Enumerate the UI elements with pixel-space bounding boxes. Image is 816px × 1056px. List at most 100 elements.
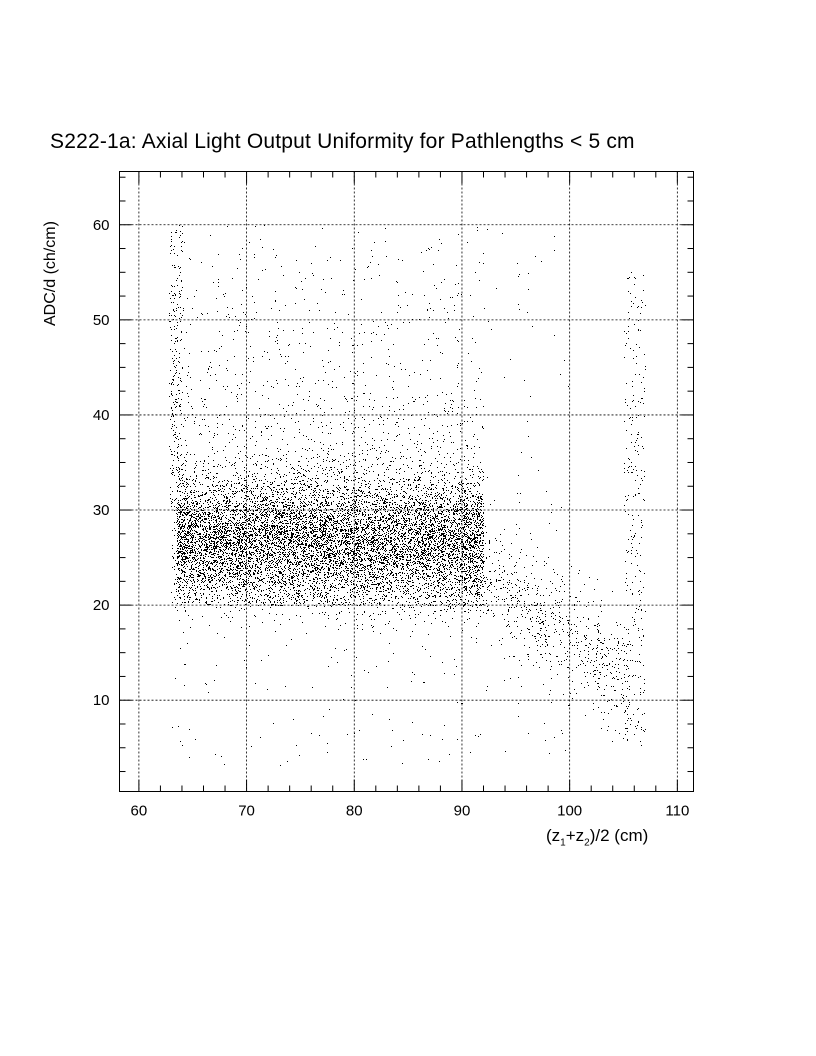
data-point <box>407 562 408 563</box>
data-point <box>265 518 266 519</box>
data-point <box>355 587 356 588</box>
data-point <box>330 533 331 534</box>
data-point <box>473 538 474 539</box>
data-point <box>483 523 484 524</box>
data-point <box>403 512 404 513</box>
data-point <box>483 503 484 504</box>
data-point <box>372 495 373 496</box>
data-point <box>331 534 332 535</box>
data-point <box>452 565 453 566</box>
data-point <box>301 561 302 562</box>
data-point <box>190 575 191 576</box>
data-point <box>244 467 245 468</box>
data-point <box>367 558 368 559</box>
data-point <box>206 546 207 547</box>
data-point <box>452 546 453 547</box>
data-point <box>299 530 300 531</box>
data-point <box>375 574 376 575</box>
data-point <box>414 550 415 551</box>
data-point <box>325 574 326 575</box>
data-point <box>227 500 228 501</box>
data-point <box>244 580 245 581</box>
data-point <box>390 517 391 518</box>
data-point <box>289 562 290 563</box>
data-point <box>188 513 189 514</box>
data-point <box>407 549 408 550</box>
data-point <box>438 567 439 568</box>
data-point <box>230 544 231 545</box>
data-point <box>315 513 316 514</box>
data-point <box>431 585 432 586</box>
data-point <box>467 556 468 557</box>
data-point <box>178 557 179 558</box>
data-point <box>392 569 393 570</box>
data-point <box>224 550 225 551</box>
data-point <box>286 516 287 517</box>
data-point <box>188 506 189 507</box>
data-point <box>395 533 396 534</box>
data-point <box>474 514 475 515</box>
data-point <box>189 545 190 546</box>
data-point <box>234 574 235 575</box>
data-point <box>322 517 323 518</box>
data-point <box>280 552 281 553</box>
data-point <box>210 575 211 576</box>
data-point <box>482 560 483 561</box>
data-point <box>354 510 355 511</box>
data-point <box>272 604 273 605</box>
data-point <box>464 563 465 564</box>
data-point <box>482 567 483 568</box>
data-point <box>385 498 386 499</box>
data-point <box>252 502 253 503</box>
data-point <box>326 542 327 543</box>
data-point <box>475 503 476 504</box>
data-point <box>383 562 384 563</box>
data-point <box>388 540 389 541</box>
data-point <box>399 505 400 506</box>
data-point <box>387 578 388 579</box>
data-point <box>209 520 210 521</box>
data-point <box>373 504 374 505</box>
data-point <box>241 539 242 540</box>
data-point <box>287 505 288 506</box>
data-point <box>357 563 358 564</box>
data-point <box>364 572 365 573</box>
data-point <box>475 581 476 582</box>
data-point <box>355 577 356 578</box>
data-point <box>187 552 188 553</box>
data-point <box>453 517 454 518</box>
data-point <box>259 506 260 507</box>
data-point <box>232 514 233 515</box>
data-point <box>184 575 185 576</box>
data-point <box>209 541 210 542</box>
data-point <box>239 537 240 538</box>
data-point <box>338 513 339 514</box>
data-point <box>260 520 261 521</box>
data-point <box>288 556 289 557</box>
data-point <box>293 533 294 534</box>
data-point <box>402 486 403 487</box>
data-point <box>350 543 351 544</box>
data-point <box>474 581 475 582</box>
data-point <box>329 535 330 536</box>
data-point <box>434 530 435 531</box>
data-point <box>376 589 377 590</box>
data-point <box>246 554 247 555</box>
data-point <box>215 546 216 547</box>
data-point <box>260 553 261 554</box>
data-point <box>227 563 228 564</box>
data-point <box>472 540 473 541</box>
data-point <box>353 552 354 553</box>
data-point <box>186 558 187 559</box>
data-point <box>239 568 240 569</box>
data-point <box>352 562 353 563</box>
data-point <box>226 548 227 549</box>
data-point <box>253 491 254 492</box>
data-point <box>316 486 317 487</box>
data-point <box>348 531 349 532</box>
data-point <box>315 481 316 482</box>
data-point <box>238 513 239 514</box>
data-point <box>284 485 285 486</box>
data-point <box>303 547 304 548</box>
data-point <box>446 534 447 535</box>
